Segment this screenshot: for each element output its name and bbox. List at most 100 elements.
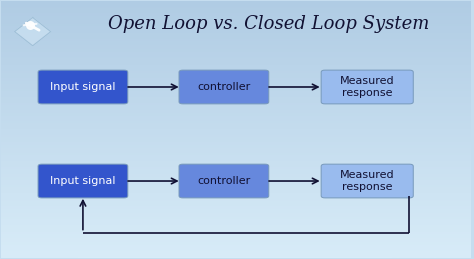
Bar [0, 255, 471, 258]
Bar [0, 255, 471, 257]
FancyBboxPatch shape [38, 164, 128, 198]
Text: Measured
response: Measured response [340, 170, 394, 192]
Bar [0, 255, 471, 257]
Bar [0, 256, 471, 258]
Bar [0, 254, 471, 256]
Bar [0, 254, 471, 257]
Bar [0, 255, 471, 258]
Bar [0, 254, 471, 257]
Bar [0, 253, 471, 256]
Bar [0, 256, 471, 258]
Bar [0, 254, 471, 256]
Bar [0, 255, 471, 258]
Bar [0, 254, 471, 257]
Bar [0, 254, 471, 257]
FancyBboxPatch shape [179, 70, 269, 104]
Bar [0, 254, 471, 257]
Bar [0, 255, 471, 257]
Bar [0, 254, 471, 257]
Bar [0, 253, 471, 256]
Bar [0, 254, 471, 256]
Bar [0, 255, 471, 258]
Bar [0, 256, 471, 258]
Bar [0, 254, 471, 256]
Bar [0, 255, 471, 258]
Bar [0, 253, 471, 256]
Bar [0, 255, 471, 257]
Text: Open Loop vs. Closed Loop System: Open Loop vs. Closed Loop System [108, 15, 429, 33]
Bar [0, 254, 471, 256]
Bar [0, 255, 471, 258]
Bar [0, 255, 471, 257]
Text: controller: controller [197, 176, 251, 186]
Bar [0, 255, 471, 258]
Bar [0, 255, 471, 257]
Bar [0, 254, 471, 257]
Bar [0, 255, 471, 257]
Bar [0, 254, 471, 256]
Bar [0, 255, 471, 258]
Bar [0, 255, 471, 258]
Bar [0, 255, 471, 258]
Bar [0, 254, 471, 256]
Bar [0, 254, 471, 256]
Polygon shape [15, 17, 51, 46]
Bar [0, 254, 471, 256]
Bar [0, 254, 471, 257]
Bar [0, 255, 471, 257]
Bar [0, 255, 471, 257]
FancyBboxPatch shape [321, 70, 413, 104]
Bar [0, 255, 471, 258]
Bar [0, 255, 471, 257]
Bar [0, 256, 471, 258]
Bar [0, 255, 471, 257]
Bar [0, 253, 471, 256]
Bar [0, 255, 471, 257]
Bar [0, 254, 471, 257]
Bar [0, 254, 471, 256]
Bar [0, 254, 471, 256]
Bar [0, 253, 471, 256]
Bar [0, 254, 471, 257]
Bar [0, 255, 471, 258]
Bar [0, 254, 471, 256]
Bar [0, 254, 471, 257]
FancyBboxPatch shape [38, 70, 128, 104]
Bar [0, 254, 471, 256]
Bar [0, 255, 471, 257]
Bar [0, 255, 471, 258]
Bar [0, 254, 471, 257]
Bar [0, 256, 471, 258]
Bar [0, 254, 471, 257]
Bar [0, 254, 471, 256]
Bar [0, 255, 471, 258]
Bar [0, 255, 471, 258]
Bar [0, 254, 471, 256]
Bar [0, 255, 471, 257]
Bar [0, 255, 471, 258]
Bar [0, 255, 471, 257]
Text: Input signal: Input signal [50, 176, 116, 186]
Bar [0, 255, 471, 257]
Bar [0, 255, 471, 257]
Bar [0, 256, 471, 258]
Bar [0, 254, 471, 256]
Bar [0, 253, 471, 256]
Text: controller: controller [197, 82, 251, 92]
Bar [0, 253, 471, 256]
Bar [0, 254, 471, 257]
Bar [0, 255, 471, 258]
Bar [0, 255, 471, 257]
Bar [0, 254, 471, 256]
Bar [0, 255, 471, 257]
Bar [0, 254, 471, 257]
Bar [0, 253, 471, 256]
Bar [0, 254, 471, 257]
Bar [0, 254, 471, 256]
Bar [0, 255, 471, 257]
Bar [0, 254, 471, 256]
Bar [0, 254, 471, 257]
Bar [0, 253, 471, 256]
Point [26, 23, 34, 27]
Bar [0, 253, 471, 256]
